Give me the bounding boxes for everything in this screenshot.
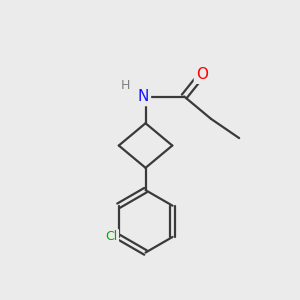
Text: O: O	[196, 67, 208, 82]
Text: H: H	[121, 79, 130, 92]
Text: N: N	[137, 89, 149, 104]
Text: Cl: Cl	[105, 230, 117, 243]
